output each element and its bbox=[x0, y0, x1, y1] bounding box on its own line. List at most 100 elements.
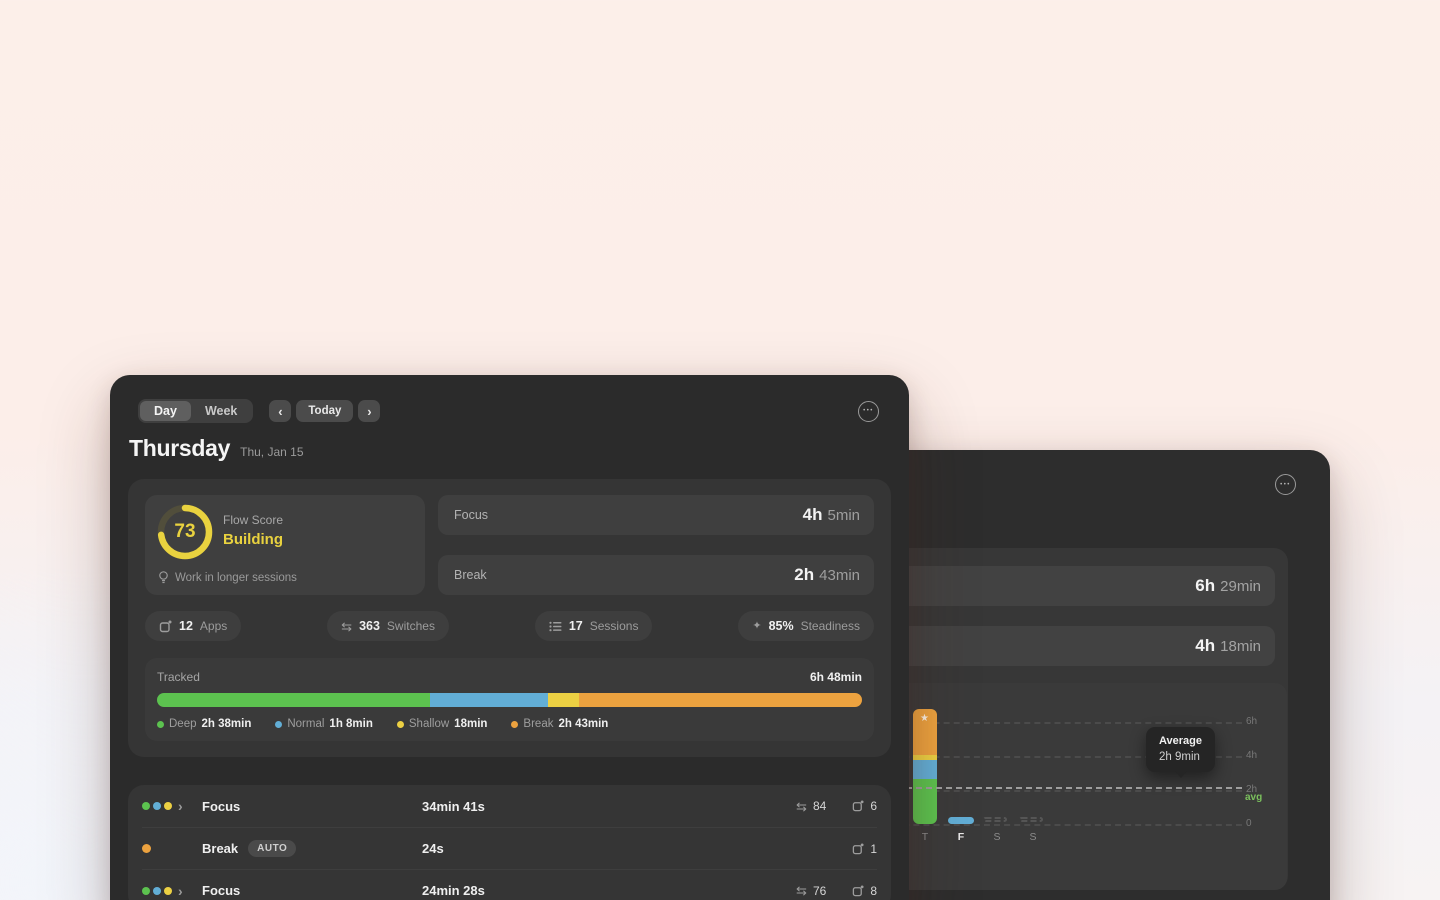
tooltip-title: Average bbox=[1159, 735, 1203, 747]
legend-name: Shallow bbox=[408, 718, 450, 730]
page-title: Thursday bbox=[129, 435, 231, 461]
date-nav-group: ‹ Today › bbox=[269, 400, 381, 422]
bar-segment-deep[interactable] bbox=[913, 779, 937, 824]
tracked-label: Tracked bbox=[157, 670, 200, 684]
y-axis-label: 6h bbox=[1246, 716, 1258, 727]
today-button[interactable]: Today bbox=[296, 400, 354, 422]
toolbar: Day Week ‹ Today › bbox=[110, 375, 909, 423]
flow-tip-text: Work in longer sessions bbox=[175, 571, 297, 584]
legend-name: Deep bbox=[169, 718, 197, 730]
title-row: Thursday Thu, Jan 15 bbox=[129, 435, 909, 462]
x-axis-label-f: F bbox=[957, 831, 965, 843]
bar-segment-break[interactable] bbox=[913, 708, 937, 755]
deep-dot bbox=[157, 720, 164, 728]
steadiness-chip[interactable]: ✦ 85% Steadiness bbox=[738, 611, 874, 641]
legend-item-break: Break 2h 43min bbox=[511, 718, 608, 730]
day-detail-window: Day Week ‹ Today › Thursday Thu, Jan 15 … bbox=[110, 375, 909, 900]
y-axis-label: 0 bbox=[1246, 818, 1252, 829]
apps-chip[interactable]: 12 Apps bbox=[145, 611, 242, 641]
chevron-right-icon[interactable]: › bbox=[358, 400, 381, 422]
focus-label: Focus bbox=[454, 508, 489, 522]
bar-segment-shallow[interactable] bbox=[913, 754, 937, 761]
lightbulb-icon bbox=[159, 571, 168, 584]
legend-item-shallow: Shallow 18min bbox=[396, 718, 487, 730]
flow-tip: Work in longer sessions bbox=[158, 571, 297, 584]
stat-chips-row: 12 Apps ⇆ 363 Switches 17 Sessions ✦ 85%… bbox=[145, 611, 874, 641]
session-type-label: Focus bbox=[202, 798, 241, 814]
focus-hours: 4h bbox=[802, 505, 823, 524]
session-row-focus[interactable]: Focus 34min 41s ⇆ 84 6 bbox=[142, 785, 877, 827]
session-apps: 6 bbox=[852, 799, 877, 813]
legend-value: 1h 8min bbox=[329, 718, 373, 730]
tracked-card: Tracked 6h 48min Deep 2h 38min Normal 1h… bbox=[145, 658, 874, 741]
session-type-dots bbox=[142, 886, 178, 895]
tracked-stacked-bar bbox=[157, 693, 862, 707]
switches-chip[interactable]: ⇆ 363 Switches bbox=[327, 611, 449, 641]
average-axis-label: avg bbox=[1245, 792, 1263, 803]
legend-name: Break bbox=[523, 718, 554, 730]
session-type-label: Break bbox=[202, 841, 239, 856]
flow-score-ring bbox=[157, 504, 213, 560]
session-type-dots bbox=[142, 802, 178, 810]
break-hours: 2h bbox=[794, 565, 815, 584]
chevron-left-icon[interactable]: ‹ bbox=[269, 400, 292, 422]
apps-icon bbox=[853, 842, 864, 854]
normal-dot bbox=[275, 720, 283, 728]
break-label: Break bbox=[454, 568, 487, 582]
apps-count: 8 bbox=[870, 883, 877, 898]
focus-minutes: 5min bbox=[827, 507, 860, 524]
session-switches: ⇆ 84 bbox=[796, 799, 826, 813]
break-dot bbox=[511, 720, 519, 728]
more-options-icon[interactable] bbox=[858, 400, 879, 422]
legend-item-deep: Deep 2h 38min bbox=[157, 718, 251, 730]
switches-icon: ⇆ bbox=[796, 883, 807, 898]
tab-week[interactable]: Week bbox=[191, 401, 251, 421]
small-day-bar[interactable] bbox=[948, 817, 974, 824]
sessions-list-card: Focus 34min 41s ⇆ 84 6 Break AUTO 24s bbox=[128, 785, 891, 900]
bar-segment-normal[interactable] bbox=[913, 760, 937, 780]
tracked-segment-normal bbox=[429, 693, 548, 707]
switches-icon: ⇆ bbox=[341, 618, 353, 634]
session-type-label: Focus bbox=[202, 883, 241, 898]
y-axis-label: 2h bbox=[1246, 784, 1258, 795]
auto-badge: AUTO bbox=[248, 840, 297, 857]
page-subtitle: Thu, Jan 15 bbox=[240, 445, 304, 459]
session-duration: 24s bbox=[422, 841, 444, 856]
steadiness-chip-label: Steadiness bbox=[800, 619, 860, 633]
more-options-icon[interactable] bbox=[1275, 474, 1296, 495]
sessions-icon bbox=[549, 621, 562, 632]
session-row-break[interactable]: Break AUTO 24s 1 bbox=[142, 827, 877, 869]
future-day-placeholder bbox=[1019, 817, 1043, 822]
gridline-2h bbox=[742, 790, 1242, 792]
flow-score-value: 73 bbox=[174, 521, 196, 542]
apps-count: 1 bbox=[870, 841, 877, 856]
session-duration: 24min 28s bbox=[422, 883, 485, 898]
x-axis-label-t: T bbox=[921, 831, 929, 843]
switches-icon: ⇆ bbox=[796, 798, 807, 814]
sessions-chip[interactable]: 17 Sessions bbox=[534, 611, 653, 641]
apps-count: 6 bbox=[870, 799, 877, 813]
focus-total-row: Focus 4h 5min bbox=[438, 495, 874, 535]
week-total-minutes: 18min bbox=[1220, 637, 1261, 655]
chevron-right-icon[interactable] bbox=[178, 798, 202, 814]
break-total-row: Break 2h 43min bbox=[438, 555, 874, 595]
future-day-placeholder bbox=[983, 817, 1007, 822]
switches-count: 76 bbox=[812, 883, 827, 898]
week-total-minutes: 29min bbox=[1220, 577, 1261, 595]
switches-chip-label: Switches bbox=[386, 619, 435, 633]
tracked-legend: Deep 2h 38min Normal 1h 8min Shallow 18m… bbox=[157, 718, 862, 730]
legend-name: Normal bbox=[287, 718, 325, 730]
flow-score-label: Flow Score bbox=[223, 513, 284, 527]
day-summary-card: 73 Flow Score Building Work in longer se… bbox=[128, 479, 891, 757]
flow-score-status: Building bbox=[223, 531, 283, 548]
tooltip-value: 2h 9min bbox=[1159, 751, 1200, 763]
y-axis-label: 4h bbox=[1246, 750, 1258, 761]
sessions-chip-label: Sessions bbox=[589, 619, 639, 633]
switches-count: 363 bbox=[359, 619, 380, 633]
session-switches: ⇆ 76 bbox=[796, 884, 826, 898]
tab-day[interactable]: Day bbox=[140, 401, 191, 421]
shallow-dot bbox=[396, 720, 404, 728]
chevron-right-icon[interactable] bbox=[178, 883, 202, 899]
session-row-focus[interactable]: Focus 24min 28s ⇆ 76 8 bbox=[142, 869, 877, 900]
flow-score-card: 73 Flow Score Building Work in longer se… bbox=[145, 495, 425, 595]
